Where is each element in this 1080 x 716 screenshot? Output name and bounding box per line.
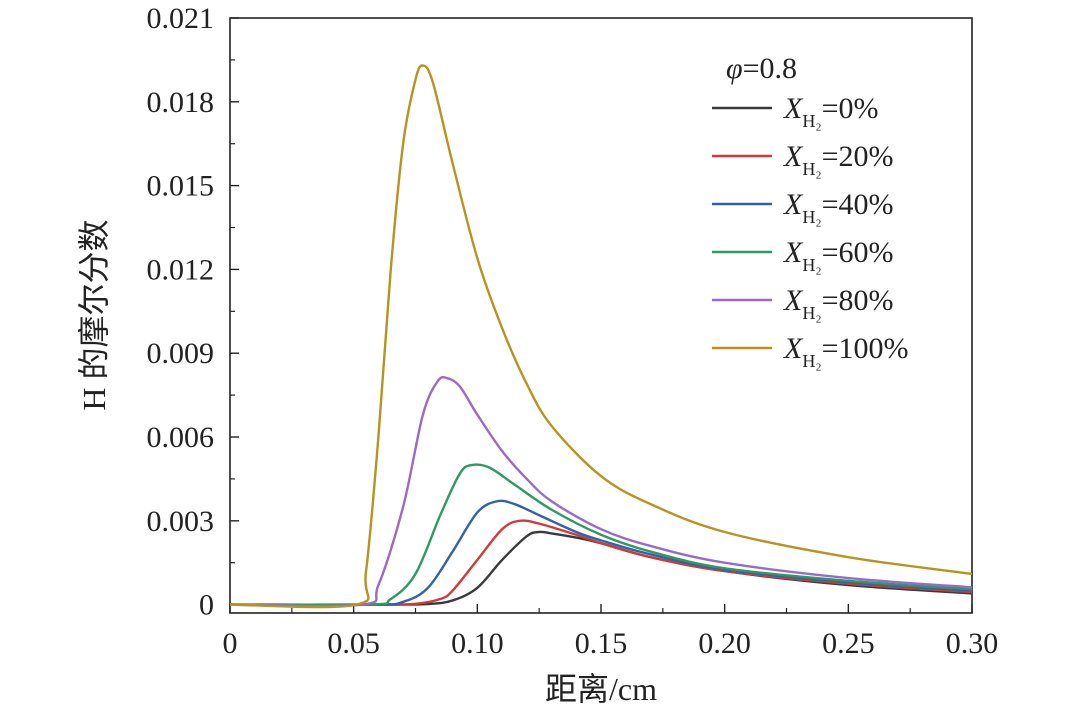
x-axis-title: 距离/cm — [545, 671, 657, 707]
y-tick-label: 0 — [199, 589, 214, 622]
legend-header-symbol: φ — [726, 52, 743, 85]
series-line-1 — [229, 519, 973, 606]
x-tick-label: 0.10 — [451, 627, 504, 660]
legend-label-0: XH₂=0% — [783, 92, 879, 131]
y-tick-label: 0.012 — [147, 253, 215, 286]
x-tick-label: 0.05 — [327, 627, 380, 660]
y-axis-title: H 的摩尔分数 — [76, 219, 112, 410]
x-tick-label: 0 — [223, 627, 238, 660]
x-tick-label: 0.25 — [822, 627, 875, 660]
x-tick-label: 0.15 — [575, 627, 628, 660]
series-line-4 — [229, 375, 973, 608]
y-tick-label: 0.021 — [147, 2, 215, 35]
y-tick-label: 0.003 — [147, 505, 215, 538]
legend-header-value: =0.8 — [743, 52, 797, 85]
series-line-2 — [229, 499, 973, 607]
legend-label-5: XH₂=100% — [783, 332, 909, 371]
y-tick-label: 0.015 — [147, 170, 215, 203]
legend: φ=0.8 XH₂=0% XH₂=20% XH₂=40% XH₂=60% XH₂=80%… — [712, 52, 909, 371]
x-axis: 0 0.05 0.10 0.15 0.20 0.25 0.30 — [223, 604, 999, 660]
y-tick-label: 0.009 — [147, 337, 215, 370]
legend-label-2: XH₂=40% — [783, 188, 894, 227]
legend-label-4: XH₂=80% — [783, 284, 894, 323]
series-line-3 — [229, 463, 973, 607]
legend-label-3: XH₂=60% — [783, 236, 894, 275]
x-tick-label: 0.30 — [946, 627, 999, 660]
y-tick-label: 0.006 — [147, 421, 215, 454]
x-tick-label: 0.20 — [698, 627, 751, 660]
legend-label-1: XH₂=20% — [783, 140, 894, 179]
legend-header: φ=0.8 — [726, 52, 797, 85]
y-tick-label: 0.018 — [147, 86, 215, 119]
series-line-5 — [229, 64, 973, 609]
series-lines — [229, 64, 973, 609]
y-axis: 0 0.003 0.006 0.009 0.012 0.015 0.018 0.021 — [147, 2, 239, 622]
